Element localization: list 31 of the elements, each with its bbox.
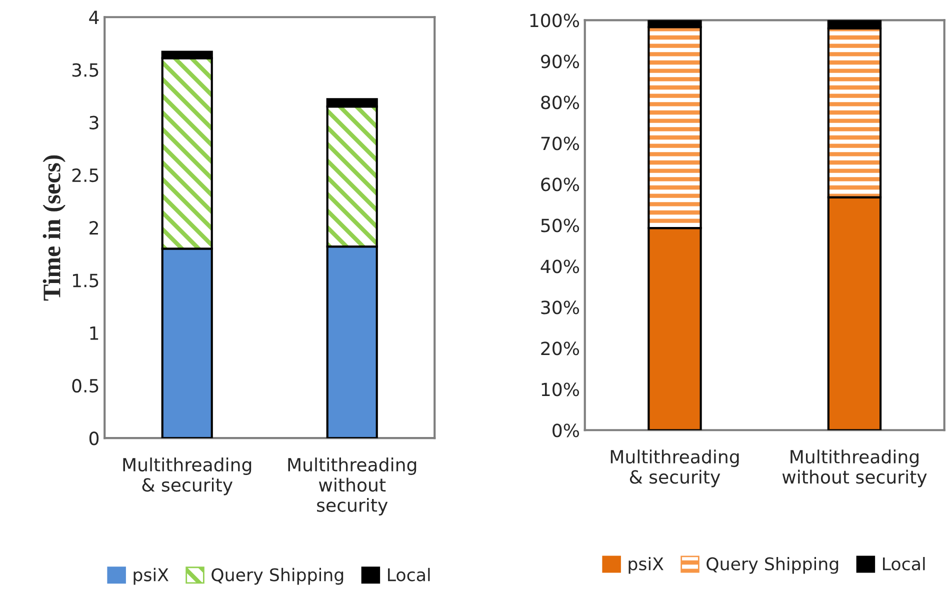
y-tick-label: 90% <box>541 54 580 68</box>
x-tick-label: Multithreading & security <box>610 450 739 488</box>
legend-label: Local <box>883 556 925 570</box>
y-tick-label: 30% <box>541 300 580 314</box>
x-tick-label: Multithreading without security <box>288 458 416 516</box>
y-tick-label: 80% <box>541 96 580 110</box>
y-tick-label: 4 <box>89 10 99 24</box>
legend-label: Query Shipping <box>212 568 344 585</box>
y-tick-label: 0.5 <box>72 378 98 393</box>
y-tick-label: 1.5 <box>73 274 98 288</box>
y-tick-label: 10% <box>542 382 580 396</box>
y-tick-label: 70% <box>541 136 580 150</box>
y-tick-label: 0% <box>552 424 580 438</box>
y-tick-label: 50% <box>541 218 580 232</box>
y-tick-label: 0 <box>89 432 99 446</box>
y-tick-label: 40% <box>540 260 580 274</box>
y-tick-label: 100% <box>530 14 580 28</box>
y-axis-title: Time in (secs) <box>42 155 66 301</box>
legend-label: psiX <box>628 556 664 574</box>
legend-label: Query Shipping <box>706 556 838 574</box>
y-tick-label: 20% <box>541 342 580 356</box>
y-tick-label: 60% <box>541 178 580 192</box>
legend-label: Local <box>388 568 430 582</box>
y-tick-label: 3 <box>90 116 98 130</box>
y-tick-label: 1 <box>90 326 98 340</box>
y-tick-label: 2 <box>90 221 98 234</box>
y-tick-label: 2.5 <box>72 168 98 182</box>
x-tick-label: Multithreading & security <box>123 458 252 496</box>
legend-label: psiX <box>134 568 168 585</box>
y-tick-label: 3.5 <box>72 63 98 77</box>
x-tick-label: Multithreading without security <box>782 450 927 488</box>
